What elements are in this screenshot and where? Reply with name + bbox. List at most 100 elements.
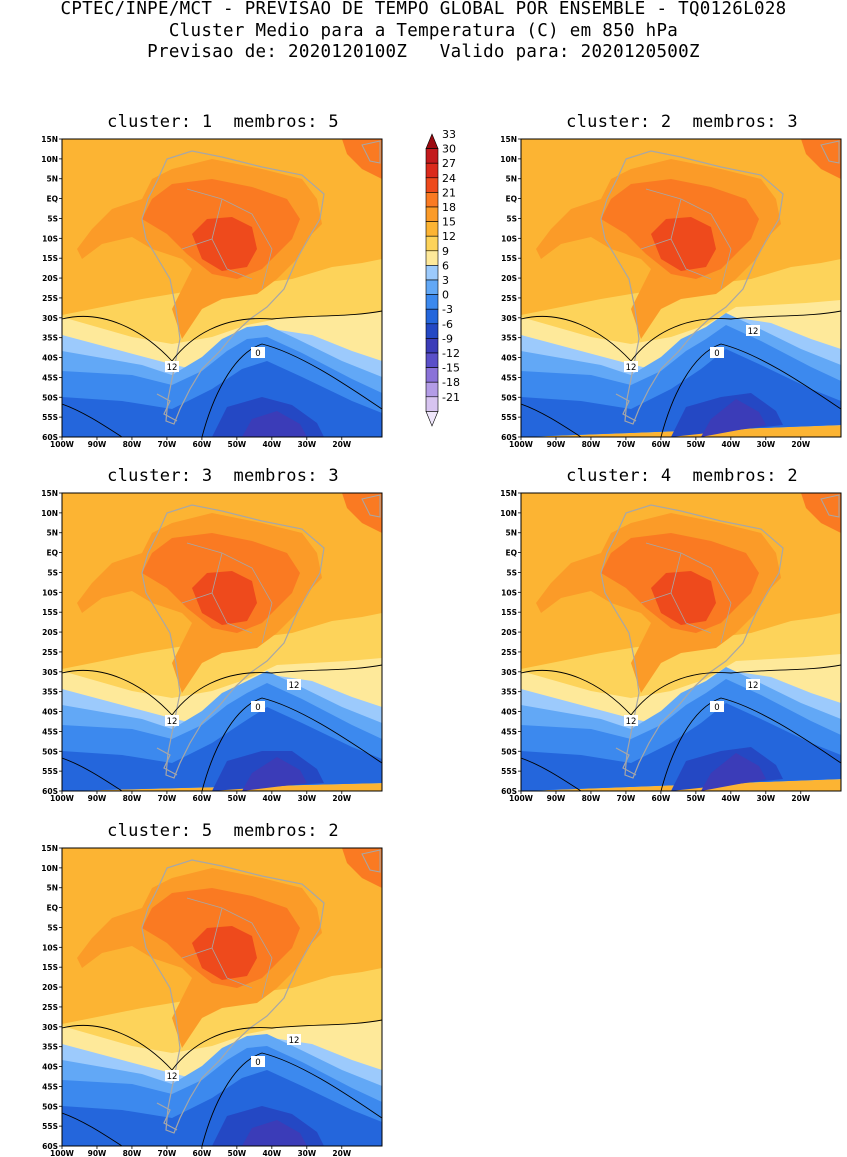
svg-text:12: 12 bbox=[167, 717, 178, 727]
lat-label: 5N bbox=[47, 529, 59, 538]
contour-label: 12 bbox=[287, 1034, 301, 1046]
contour-label: 12 bbox=[746, 325, 760, 337]
lon-label: 100W bbox=[509, 440, 534, 449]
country-borders bbox=[181, 188, 273, 290]
lat-label: 15N bbox=[500, 135, 517, 144]
lat-label: 60S bbox=[501, 433, 517, 442]
lat-label: 40S bbox=[42, 354, 58, 363]
svg-text:12: 12 bbox=[167, 1072, 178, 1082]
lon-label: 80W bbox=[582, 794, 601, 803]
contour-12 bbox=[62, 1019, 382, 1071]
map-panel-2: 12 0 12 15N 10N 5N EQ 5S 10S 15S 20S 25S 30S 35S 40S 45… bbox=[500, 135, 842, 449]
lon-label: 30W bbox=[297, 1149, 316, 1157]
lat-label: 40S bbox=[42, 708, 58, 717]
lat-label: 15S bbox=[501, 254, 517, 263]
lat-label: 40S bbox=[42, 1063, 58, 1072]
lat-label: 10S bbox=[501, 234, 517, 243]
contour-12 bbox=[62, 310, 382, 362]
map-panel-3: 12 0 12 15N 10N 5N EQ 5S 10S 15S 20S 25S 30S 35S 40S 45… bbox=[41, 489, 383, 803]
contour-0-west bbox=[62, 1112, 123, 1146]
colorbar-label: 0 bbox=[442, 289, 449, 302]
contour-label: 0 bbox=[710, 347, 724, 359]
lat-label: 35S bbox=[501, 688, 517, 697]
lat-label: 15S bbox=[42, 608, 58, 617]
lon-label: 60W bbox=[193, 1149, 212, 1157]
colorbar-segment bbox=[425, 308, 439, 325]
contour-0 bbox=[201, 1052, 382, 1146]
temperature-field: 12 0 12 bbox=[521, 139, 841, 437]
lon-label: 100W bbox=[50, 794, 75, 803]
svg-text:12: 12 bbox=[626, 717, 637, 727]
lat-label: 60S bbox=[42, 433, 58, 442]
contour-label: 12 bbox=[624, 361, 638, 373]
coastline-patagonia bbox=[156, 747, 178, 776]
colorbar-arrow-bottom bbox=[425, 411, 439, 427]
colorbar-label: 30 bbox=[442, 143, 456, 156]
contour-12 bbox=[62, 664, 382, 716]
contour-label: 12 bbox=[165, 361, 179, 373]
lat-label: 35S bbox=[42, 688, 58, 697]
coastline-south-america bbox=[141, 859, 325, 1134]
lon-label: 80W bbox=[123, 440, 142, 449]
colorbar-label: -6 bbox=[442, 318, 453, 331]
svg-text:0: 0 bbox=[714, 349, 719, 359]
coastline-patagonia bbox=[615, 393, 637, 422]
coastline-patagonia bbox=[156, 393, 178, 422]
contour-label: 12 bbox=[287, 679, 301, 691]
lon-label: 70W bbox=[158, 440, 177, 449]
lat-label: 30S bbox=[501, 314, 517, 323]
lon-label: 70W bbox=[617, 440, 636, 449]
lat-label: 15N bbox=[41, 489, 58, 498]
colorbar-label: 21 bbox=[442, 186, 456, 199]
lat-label: 20S bbox=[42, 274, 58, 283]
lat-label: 10S bbox=[501, 588, 517, 597]
svg-text:12: 12 bbox=[626, 363, 637, 373]
coastline-africa bbox=[361, 494, 381, 518]
colorbar-label: -18 bbox=[442, 376, 460, 389]
colorbar-label: 12 bbox=[442, 230, 456, 243]
colorbar-segment bbox=[425, 148, 439, 164]
lon-label: 50W bbox=[228, 794, 247, 803]
colorbar-label: 9 bbox=[442, 245, 449, 258]
contour-0-west bbox=[62, 757, 123, 791]
contour-0-west bbox=[62, 403, 123, 437]
lat-label: 20S bbox=[42, 628, 58, 637]
lon-label: 40W bbox=[721, 440, 740, 449]
lat-label: 5N bbox=[506, 175, 518, 184]
lon-label: 50W bbox=[687, 440, 706, 449]
svg-text:0: 0 bbox=[255, 349, 260, 359]
colorbar-segment bbox=[425, 162, 439, 179]
lon-label: 40W bbox=[721, 794, 740, 803]
coastline-south-america bbox=[600, 150, 784, 425]
lon-label: 50W bbox=[687, 794, 706, 803]
colorbar-label: 33 bbox=[442, 128, 456, 141]
lat-label: 10S bbox=[42, 588, 58, 597]
lon-label: 100W bbox=[50, 1149, 75, 1157]
lat-label: 55S bbox=[42, 1122, 58, 1131]
contour-0-west bbox=[521, 403, 582, 437]
lon-label: 50W bbox=[228, 440, 247, 449]
lat-label: 5N bbox=[506, 529, 518, 538]
lat-label: 55S bbox=[42, 413, 58, 422]
contour-0 bbox=[201, 697, 382, 791]
lon-label: 20W bbox=[332, 440, 351, 449]
lat-label: 10N bbox=[41, 864, 58, 873]
contour-label: 0 bbox=[251, 347, 265, 359]
lat-label: 45S bbox=[501, 727, 517, 736]
lat-label: EQ bbox=[47, 549, 59, 558]
lat-label: EQ bbox=[506, 195, 518, 204]
lon-label: 30W bbox=[756, 440, 775, 449]
lat-label: 25S bbox=[501, 648, 517, 657]
contour-12 bbox=[521, 310, 841, 362]
country-borders bbox=[640, 542, 732, 644]
colorbar-label: 27 bbox=[442, 157, 456, 170]
colorbar-label: -15 bbox=[442, 362, 460, 375]
lat-label: 10N bbox=[41, 509, 58, 518]
colorbar-segment bbox=[425, 367, 439, 383]
svg-text:0: 0 bbox=[255, 703, 260, 713]
lon-label: 30W bbox=[756, 794, 775, 803]
colorbar-label: -3 bbox=[442, 303, 453, 316]
map-frame bbox=[520, 492, 842, 792]
coastline-africa bbox=[361, 140, 381, 164]
